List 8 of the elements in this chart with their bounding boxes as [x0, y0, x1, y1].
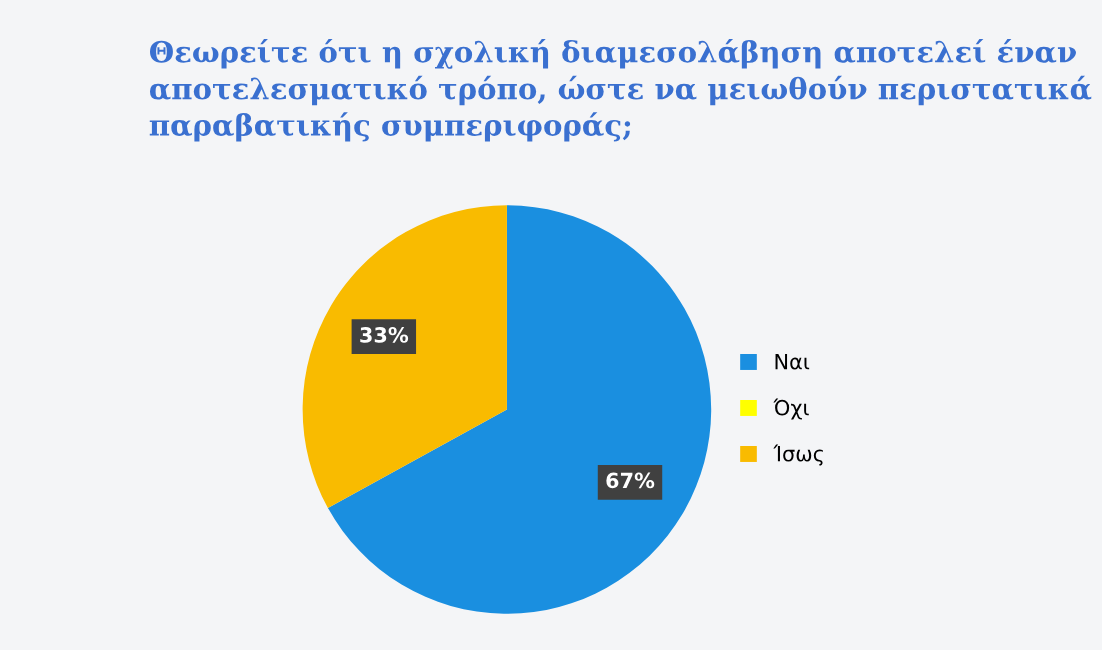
legend-label: Όχι — [773, 398, 809, 420]
pie-slice — [302, 205, 507, 508]
pie-slice — [327, 205, 712, 614]
legend-label: Ναι — [775, 354, 810, 370]
data-label: 67% — [606, 472, 655, 489]
legend-label: Ίσως — [773, 444, 823, 466]
data-label: 33% — [360, 326, 409, 343]
chart-title: Θεωρείτε ότι η σχολική διαμεσολάβηση αποτελεί έναν αποτελεσματικό τρόπο, ώστε να μειωθούν περιστατικά παραβατικής συμπεριφοράς; — [149, 39, 1092, 142]
